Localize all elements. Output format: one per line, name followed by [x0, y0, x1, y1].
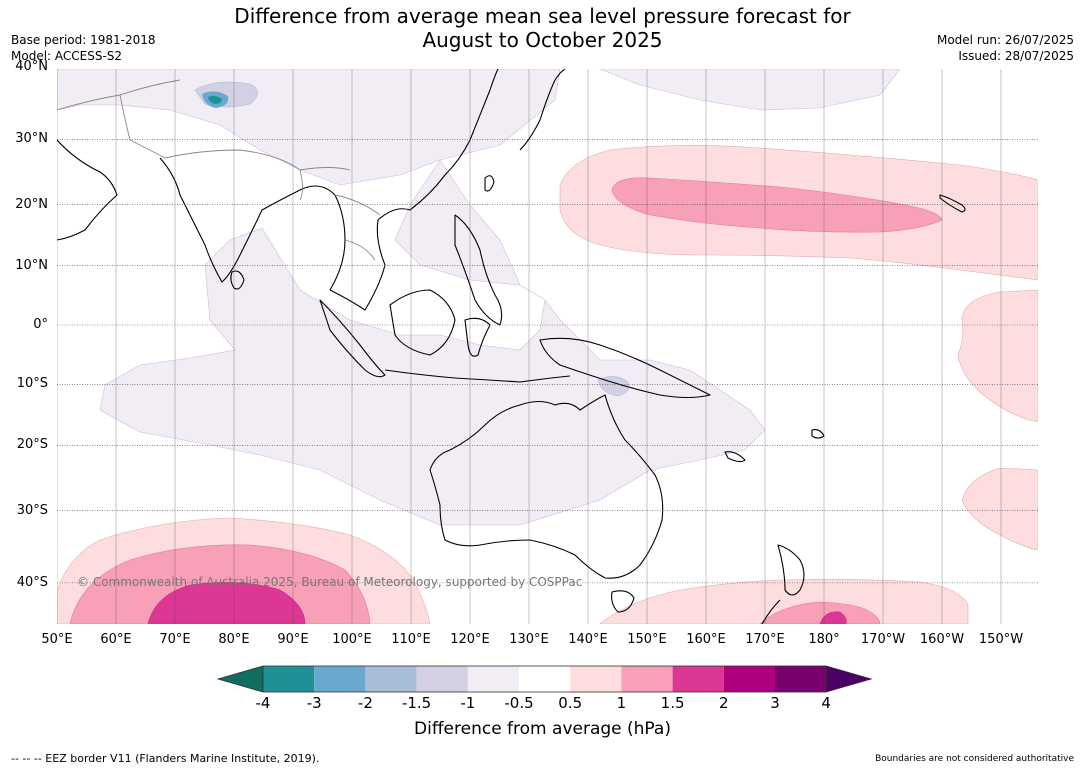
coastline-java	[384, 369, 571, 383]
colorbar-tick-label: -3	[306, 694, 322, 712]
latitude-label: 10°N	[15, 257, 48, 273]
latitude-label: 20°N	[15, 196, 48, 212]
colorbar-tick-label: -1.5	[401, 694, 432, 712]
coastline-taiwan	[484, 175, 495, 192]
anomaly-negative-weak	[57, 69, 901, 526]
colorbar-bin	[570, 666, 622, 692]
coastline-sri-lanka	[230, 270, 245, 290]
title-line-2: August to October 2025	[422, 28, 663, 52]
coastline-new-caledonia	[724, 451, 746, 463]
longitude-label: 130°E	[509, 632, 549, 647]
colorbar-title: Difference from average (hPa)	[414, 719, 671, 739]
coastline-sumatra	[319, 299, 386, 378]
colorbar-frame	[262, 665, 827, 693]
colorbar-bin	[467, 666, 519, 692]
latitude-label: 40°N	[15, 59, 48, 75]
coastline-tasmania	[611, 590, 635, 613]
coastlines	[57, 69, 966, 624]
longitude-label: 80°E	[218, 632, 250, 647]
longitude-label: 170°E	[745, 632, 785, 647]
colorbar-tick-label: -2	[357, 694, 373, 712]
colorbar	[216, 665, 873, 693]
longitude-label: 110°E	[391, 632, 431, 647]
coastline-arabia	[57, 139, 118, 241]
coastline-borneo	[389, 289, 456, 356]
coastline-hawaii	[939, 194, 966, 213]
longitude-label: 160°E	[686, 632, 726, 647]
anomaly-negative-stronger	[208, 95, 222, 104]
coastline-australia	[429, 394, 664, 579]
longitude-label: 160°W	[919, 632, 965, 647]
colorbar-tick-label: -1	[460, 694, 476, 712]
colorbar-bin	[263, 666, 315, 692]
coastline-nz-north	[777, 544, 805, 596]
colorbar-bin	[314, 666, 366, 692]
map-area: © Commonwealth of Australia 2025, Bureau…	[57, 69, 1038, 624]
longitude-label: 120°E	[450, 632, 490, 647]
latitude-label: 20°S	[16, 437, 48, 453]
colorbar-under-arrow	[216, 665, 264, 693]
colorbar-tick-label: 4	[821, 694, 831, 712]
longitude-label: 150°E	[627, 632, 667, 647]
colorbar-tick-label: 2	[719, 694, 729, 712]
longitude-label: 140°E	[568, 632, 608, 647]
colorbar-bin	[416, 666, 468, 692]
anomaly-positive-strong	[147, 582, 847, 624]
graticule	[57, 69, 1038, 624]
latitude-label: 10°S	[16, 376, 48, 392]
copyright-notice: © Commonwealth of Australia 2025, Bureau…	[77, 575, 582, 589]
colorbar-bin	[365, 666, 417, 692]
longitude-label: 70°E	[159, 632, 191, 647]
boundaries-disclaimer: Boundaries are not considered authoritat…	[875, 754, 1074, 764]
coastline-sulawesi	[464, 317, 491, 357]
run-info: Model run: 26/07/2025 Issued: 28/07/2025	[937, 32, 1074, 64]
model-info: Base period: 1981-2018 Model: ACCESS-S2	[11, 32, 156, 64]
colorbar-bin	[672, 666, 724, 692]
colorbar-tick-label: -4	[255, 694, 271, 712]
eez-legend-note: -- -- -- EEZ border V11 (Flanders Marine…	[11, 752, 320, 765]
longitude-label: 150°W	[978, 632, 1024, 647]
longitude-label: 180°	[808, 632, 840, 647]
colorbar-tick-label: -0.5	[504, 694, 534, 712]
model-run-date: Model run: 26/07/2025	[936, 33, 1074, 47]
issued-date: Issued: 28/07/2025	[958, 49, 1074, 63]
colorbar-bin	[621, 666, 673, 692]
longitude-label: 50°E	[41, 632, 73, 647]
map-title: Difference from average mean sea level p…	[0, 4, 1085, 52]
colorbar-bin	[775, 666, 827, 692]
country-borders	[57, 79, 381, 261]
coastline-new-guinea	[539, 337, 711, 399]
colorbar-bin	[723, 666, 775, 692]
colorbar-tick-label: 1	[616, 694, 627, 712]
longitude-label: 60°E	[100, 632, 132, 647]
colorbar-tick-label: 0.5	[558, 694, 583, 712]
colorbar-over-arrow	[825, 665, 873, 693]
latitude-label: 30°S	[16, 502, 48, 518]
model-name: Model: ACCESS-S2	[11, 49, 123, 63]
coastline-philippines	[454, 214, 503, 326]
latitude-label: 30°N	[15, 131, 48, 147]
colorbar-bin	[519, 666, 571, 692]
latitude-label: 40°S	[16, 574, 48, 590]
latitude-label: 0°	[33, 317, 48, 332]
coastline-se-asia	[299, 69, 499, 311]
longitude-label: 90°E	[277, 632, 309, 647]
colorbar-tick-label: 1.5	[660, 694, 685, 712]
base-period: Base period: 1981-2018	[11, 33, 156, 47]
coastline-japan	[519, 69, 566, 151]
title-line-1: Difference from average mean sea level p…	[234, 4, 851, 28]
longitude-label: 170°W	[860, 632, 906, 647]
colorbar-tick-label: 3	[770, 694, 780, 712]
longitude-label: 100°E	[332, 632, 372, 647]
coastline-nz-south	[761, 599, 781, 624]
coastline-india	[159, 157, 301, 283]
